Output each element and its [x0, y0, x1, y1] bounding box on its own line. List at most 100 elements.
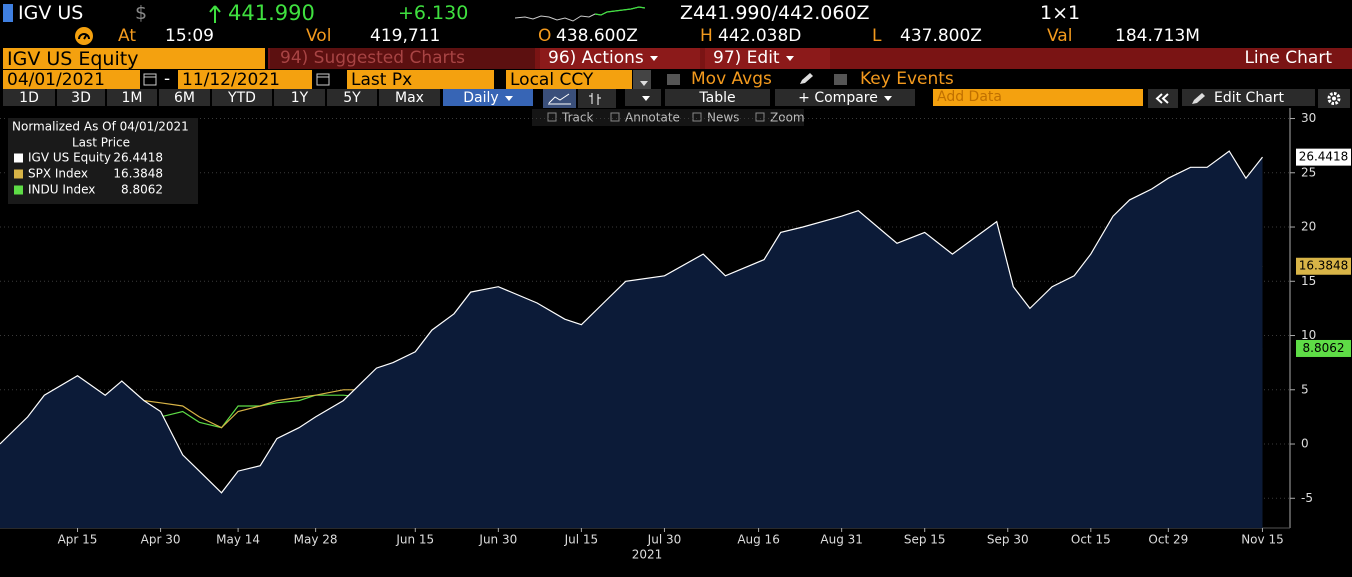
monitor-icon[interactable] [74, 26, 94, 46]
checkbox[interactable] [834, 74, 847, 85]
add-data-field[interactable]: Add Data [933, 89, 1143, 106]
y-tick-label: 15 [1301, 274, 1316, 288]
currency-select[interactable]: Local CCY [506, 70, 632, 89]
pencil-icon [1192, 93, 1205, 104]
net-change: +6.130 [398, 2, 469, 24]
open-label: O [538, 26, 552, 46]
security-color [3, 4, 13, 22]
menu-edit[interactable]: 97) Edit [705, 48, 830, 69]
x-tick-label: May 14 [216, 533, 260, 547]
period-button[interactable]: 6M [159, 89, 210, 106]
legend-swatch [14, 153, 23, 163]
bid-ask: Z441.990/442.060Z [680, 2, 870, 24]
tool-button[interactable]: Zoom [770, 111, 805, 125]
y-tick-label: 5 [1301, 382, 1309, 396]
ticker: IGV US [18, 2, 84, 24]
tool-button[interactable]: News [707, 111, 739, 125]
tool-icon[interactable] [610, 112, 620, 122]
end-date[interactable]: 11/12/2021 [178, 70, 312, 89]
pencil-icon[interactable] [798, 72, 814, 86]
period-button[interactable]: 1D [3, 89, 55, 106]
start-date[interactable]: 04/01/2021 [3, 70, 140, 89]
chart-type[interactable]: Line Chart [1244, 48, 1332, 68]
period-button[interactable]: Max [379, 89, 440, 106]
last-value-tag [1296, 148, 1351, 166]
legend-subtitle: Last Price [72, 136, 130, 150]
low-label: L [872, 26, 882, 46]
y-tick-label: 0 [1301, 437, 1309, 451]
line-style-button[interactable] [543, 89, 576, 108]
collapse-button[interactable] [1148, 89, 1178, 108]
open: 438.600Z [556, 26, 638, 46]
time: 15:09 [165, 26, 214, 46]
legend-box [8, 118, 198, 204]
currency-dropdown[interactable] [633, 70, 651, 89]
last-value-label: 8.8062 [1303, 341, 1345, 355]
high: 442.038D [718, 26, 802, 46]
chart: Track Annotate News Zoom -5 0 5 10 15 20 25 30 Apr … [0, 108, 1352, 577]
tool-icon[interactable] [547, 112, 557, 122]
y-tick-label: 25 [1301, 165, 1316, 179]
bar-style-button[interactable] [578, 89, 616, 108]
legend-swatch [14, 185, 23, 195]
mov-avgs[interactable]: Mov Avgs [691, 69, 772, 89]
period-button[interactable]: 1M [107, 89, 157, 106]
key-events[interactable]: Key Events [860, 69, 954, 89]
date-separator: - [164, 69, 171, 89]
line [0, 150, 1263, 494]
period-button[interactable]: YTD [212, 89, 272, 106]
x-tick-label: Jul 15 [564, 533, 599, 547]
time-label: At [118, 26, 136, 46]
tool-icon[interactable] [755, 112, 765, 122]
calendar-icon[interactable] [316, 72, 330, 86]
legend-label: INDU Index [28, 183, 95, 197]
last-value-tag [1296, 257, 1351, 275]
y-tick-label: 30 [1301, 111, 1316, 125]
y-tick-label: 20 [1301, 220, 1316, 234]
field-select[interactable]: Last Px [347, 70, 494, 89]
period-button[interactable]: 1Y [274, 89, 325, 106]
x-tick-label: Aug 31 [820, 533, 863, 547]
x-tick-label: Sep 15 [904, 533, 946, 547]
x-tick-label: Jun 30 [478, 533, 517, 547]
vol-label: Vol [306, 26, 332, 46]
last-value-label: 16.3848 [1299, 259, 1349, 273]
frequency[interactable]: Daily [443, 89, 533, 106]
legend-title: Normalized As Of 04/01/2021 [12, 120, 189, 134]
period-button[interactable]: 3D [57, 89, 105, 106]
compare-button[interactable]: + Compare [775, 89, 915, 106]
size: 1×1 [1040, 2, 1081, 24]
x-tick-label: Apr 15 [58, 533, 98, 547]
tool-button[interactable]: Track [561, 111, 593, 125]
x-tick-label: May 28 [294, 533, 338, 547]
style-dropdown[interactable] [625, 89, 661, 106]
value-traded: 184.713M [1115, 26, 1200, 46]
y-tick-label: 10 [1301, 328, 1316, 342]
edit-chart-button[interactable]: Edit Chart [1182, 89, 1315, 106]
last-price: 441.990 [228, 1, 315, 25]
x-tick-label: Jul 30 [647, 533, 682, 547]
menu-actions[interactable]: 96) Actions [540, 48, 700, 69]
tool-icon[interactable] [692, 112, 702, 122]
menu-suggested[interactable]: 94) Suggested Charts [270, 48, 535, 69]
period-button[interactable]: 5Y [327, 89, 377, 106]
legend-label: IGV US Equity [28, 151, 111, 165]
settings-button[interactable] [1318, 89, 1350, 108]
security-field[interactable]: IGV US Equity [3, 48, 265, 69]
legend-swatch [14, 169, 23, 179]
checkbox[interactable] [667, 74, 680, 85]
x-axis-label: 2021 [632, 548, 663, 562]
x-tick-label: Jun 15 [395, 533, 434, 547]
up-arrow [209, 5, 221, 23]
x-tick-label: Oct 15 [1071, 533, 1111, 547]
calendar-icon[interactable] [143, 72, 157, 86]
legend-value: 8.8062 [121, 183, 163, 197]
currency: $ [135, 2, 148, 24]
x-tick-label: Sep 30 [987, 533, 1029, 547]
table-button[interactable]: Table [665, 89, 770, 106]
val-label: Val [1047, 26, 1073, 46]
y-tick-label: -5 [1301, 491, 1313, 505]
legend-label: SPX Index [28, 167, 88, 181]
tool-button[interactable]: Annotate [625, 111, 680, 125]
